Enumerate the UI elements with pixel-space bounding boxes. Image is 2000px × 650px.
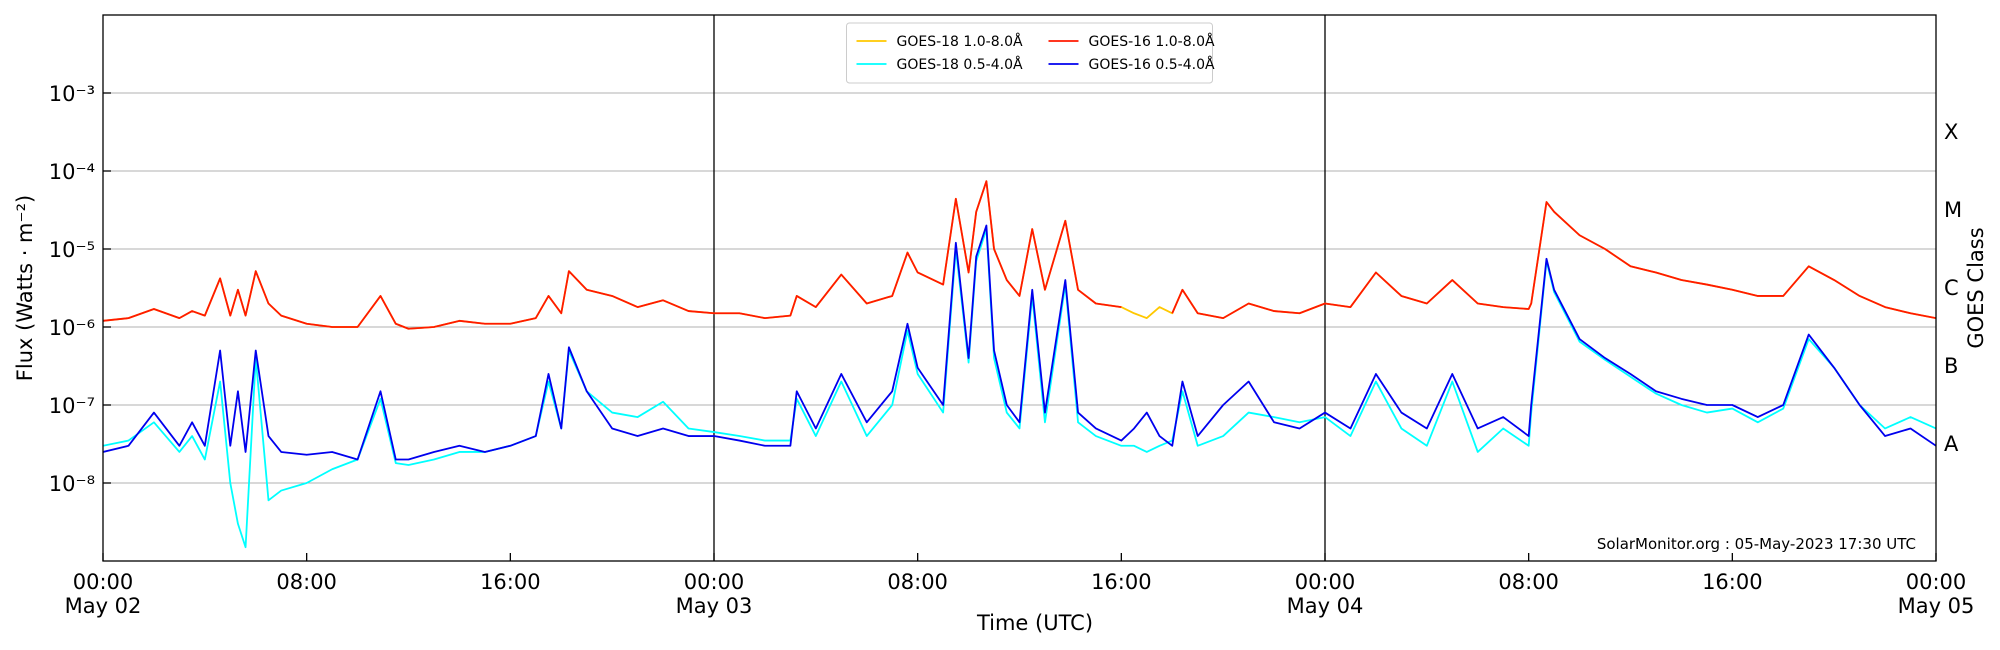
annotation: SolarMonitor.org : 05-May-2023 17:30 UTC	[1597, 535, 1916, 553]
x-tick-label: 08:00	[887, 570, 948, 594]
legend-label: GOES-18 1.0-8.0Å	[897, 33, 1023, 50]
y2-tick-label: M	[1944, 198, 1962, 222]
y2-tick-label: X	[1944, 120, 1958, 144]
y2-tick-label: A	[1944, 432, 1959, 456]
y2-axis-label: GOES Class	[1964, 227, 1988, 348]
y-tick-label: 10⁻⁴	[49, 160, 95, 184]
x-axis-label: Time (UTC)	[976, 611, 1093, 635]
y-axis-label: Flux (Watts · m⁻²)	[13, 195, 37, 381]
y-tick-label: 10⁻⁸	[49, 472, 95, 496]
y-tick-label: 10⁻⁶	[49, 316, 95, 340]
x-tick-label: 08:00	[276, 570, 337, 594]
y-tick-label: 10⁻⁵	[49, 238, 95, 262]
x-tick-label: 08:00	[1498, 570, 1559, 594]
x-tick-label: 16:00	[1091, 570, 1152, 594]
y-tick-label: 10⁻³	[49, 82, 95, 106]
legend-box	[846, 22, 1213, 84]
x-tick-label: 00:00 May 04	[1287, 570, 1364, 618]
x-tick-label: 16:00	[1702, 570, 1763, 594]
x-tick-label: 16:00	[480, 570, 541, 594]
legend-label: GOES-16 0.5-4.0Å	[1089, 56, 1215, 73]
x-tick-label: 00:00 May 05	[1898, 570, 1975, 618]
x-tick-label: 00:00 May 02	[65, 570, 142, 618]
series-line	[103, 180, 1936, 330]
y2-tick-label: B	[1944, 354, 1958, 378]
series-line	[103, 224, 1936, 461]
y-tick-label: 10⁻⁷	[49, 394, 95, 418]
plot-frame	[102, 14, 1937, 562]
x-tick-label: 00:00 May 03	[676, 570, 753, 618]
y2-tick-label: C	[1944, 276, 1959, 300]
legend-label: GOES-18 0.5-4.0Å	[897, 56, 1023, 73]
legend-label: GOES-16 1.0-8.0Å	[1089, 33, 1215, 50]
